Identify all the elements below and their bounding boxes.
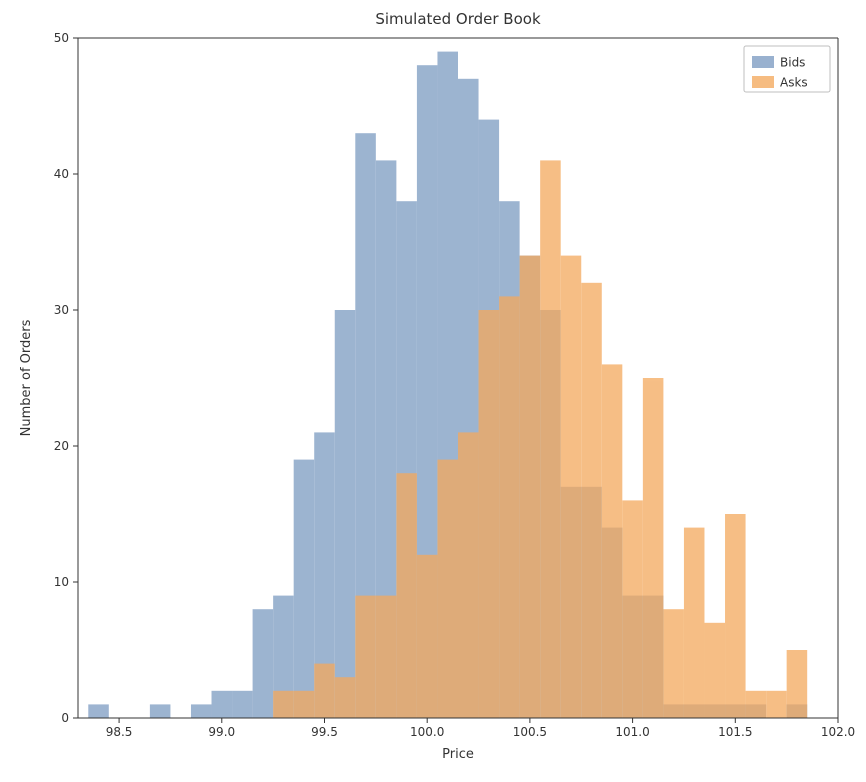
- bar-asks: [787, 650, 808, 718]
- bar-asks: [355, 596, 376, 718]
- x-tick-label: 100.5: [513, 725, 547, 739]
- bar-asks: [335, 677, 356, 718]
- bar-asks: [766, 691, 787, 718]
- x-tick-label: 101.5: [718, 725, 752, 739]
- x-tick-label: 98.5: [106, 725, 133, 739]
- bar-bids: [212, 691, 233, 718]
- bar-asks: [376, 596, 397, 718]
- y-tick-label: 50: [54, 31, 69, 45]
- y-tick-label: 30: [54, 303, 69, 317]
- bar-asks: [479, 310, 500, 718]
- y-axis-label: Number of Orders: [19, 319, 34, 436]
- legend: Bids Asks: [744, 46, 830, 92]
- bar-asks: [314, 664, 335, 718]
- bar-bids: [232, 691, 253, 718]
- bar-asks: [396, 473, 417, 718]
- bar-bids: [294, 460, 315, 718]
- legend-swatch: [752, 76, 774, 88]
- bar-asks: [622, 500, 643, 718]
- bar-asks: [704, 623, 725, 718]
- y-tick-label: 40: [54, 167, 69, 181]
- bar-asks: [540, 160, 561, 718]
- chart-title: Simulated Order Book: [375, 10, 541, 28]
- bar-asks: [520, 256, 541, 718]
- x-axis-label: Price: [442, 747, 474, 762]
- bar-asks: [499, 296, 520, 718]
- y-tick-label: 0: [61, 711, 69, 725]
- bar-bids: [150, 704, 171, 718]
- legend-swatch: [752, 56, 774, 68]
- bar-asks: [417, 555, 438, 718]
- bar-asks: [458, 432, 479, 718]
- y-tick-label: 20: [54, 439, 69, 453]
- x-tick-label: 99.5: [311, 725, 338, 739]
- bar-asks: [663, 609, 684, 718]
- bar-asks: [294, 691, 315, 718]
- bar-bids: [191, 704, 212, 718]
- y-tick-label: 10: [54, 575, 69, 589]
- bar-bids: [88, 704, 109, 718]
- bar-asks: [746, 691, 767, 718]
- bar-asks: [561, 256, 582, 718]
- legend-label: Bids: [780, 56, 805, 70]
- x-tick-label: 100.0: [410, 725, 444, 739]
- bar-bids: [253, 609, 274, 718]
- x-tick-label: 101.0: [615, 725, 649, 739]
- bar-bids: [335, 310, 356, 718]
- x-tick-label: 99.0: [208, 725, 235, 739]
- bar-asks: [725, 514, 746, 718]
- bar-asks: [273, 691, 294, 718]
- legend-label: Asks: [780, 76, 808, 90]
- bar-asks: [581, 283, 602, 718]
- bar-asks: [643, 378, 664, 718]
- x-tick-label: 102.0: [821, 725, 855, 739]
- bar-asks: [602, 364, 623, 718]
- chart-svg: 98.5 99.0 99.5 100.0 100.5 101.0 101.5 102.0 0 10…: [0, 0, 866, 782]
- bar-asks: [684, 528, 705, 718]
- bar-asks: [437, 460, 458, 718]
- histogram-chart: 98.5 99.0 99.5 100.0 100.5 101.0 101.5 102.0 0 10…: [0, 0, 866, 782]
